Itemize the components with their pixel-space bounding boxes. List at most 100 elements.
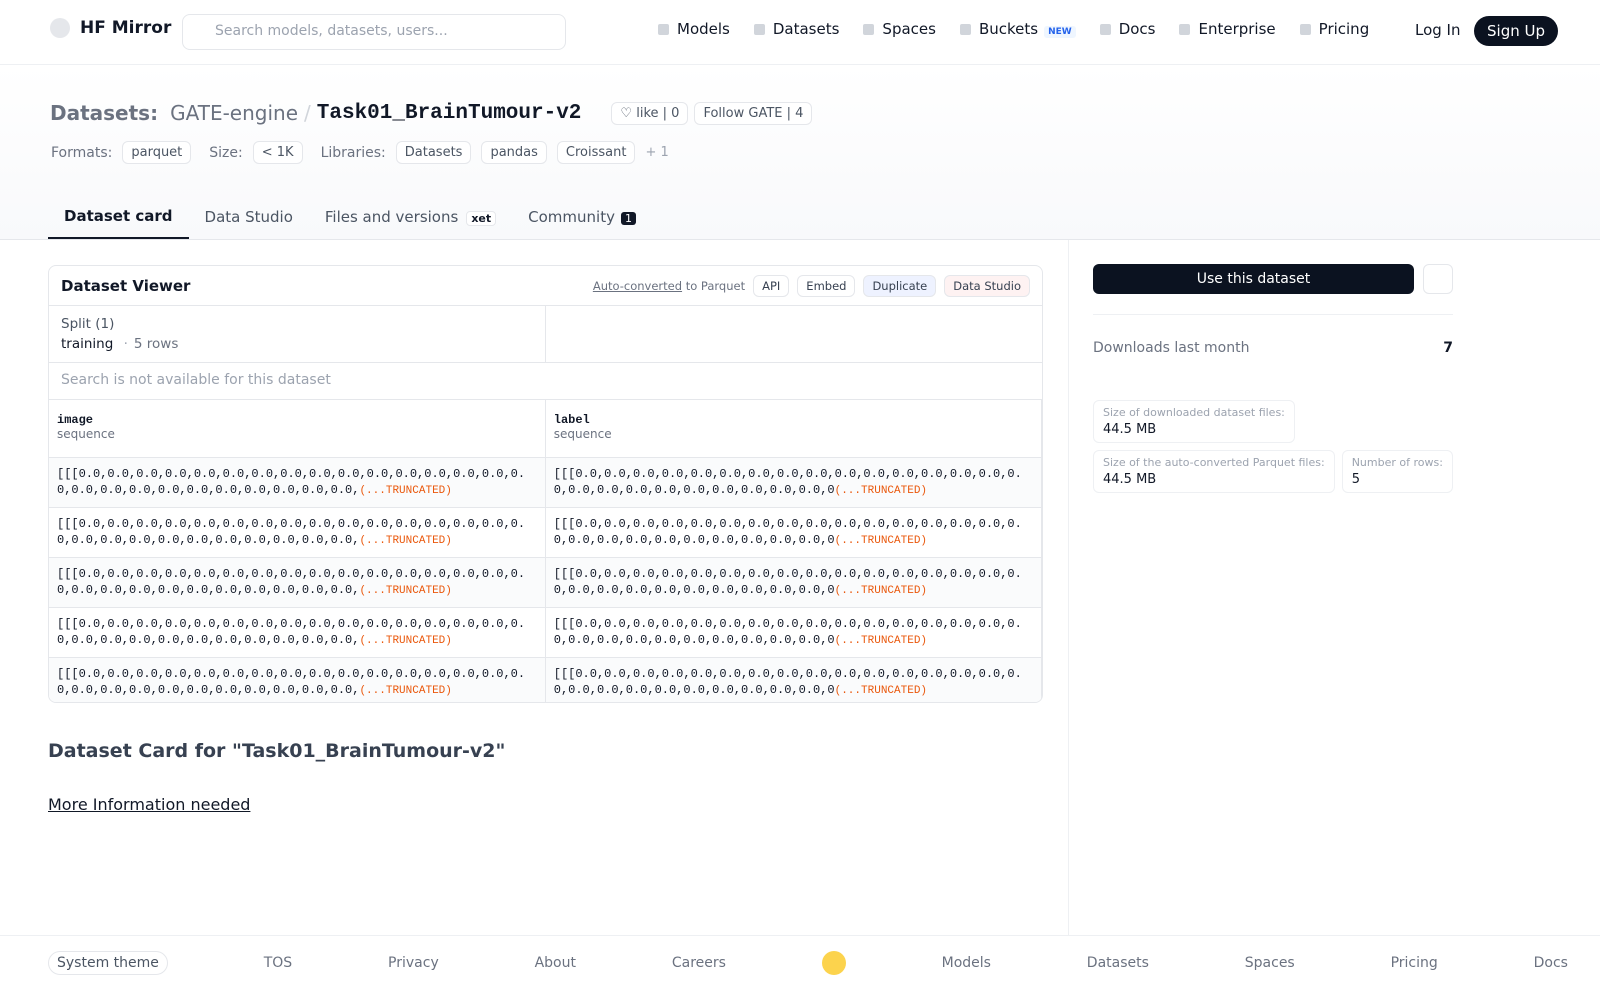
repo-name[interactable]: Task01_BrainTumour-v2 — [316, 101, 582, 125]
tab[interactable]: Dataset card — [48, 197, 189, 239]
menu-button[interactable] — [1423, 264, 1453, 294]
more-tags[interactable]: + 1 — [645, 145, 669, 160]
like-button[interactable]: ♡ like | 0 — [611, 101, 689, 125]
table-cell: [[[0.0,0.0,0.0,0.0,0.0,0.0,0.0,0.0,0.0,0… — [545, 557, 1042, 608]
footer-link[interactable]: Models — [941, 955, 991, 971]
nav-item[interactable]: Datasets — [753, 20, 840, 38]
repo-title: Datasets: GATE-engine / Task01_BrainTumo… — [50, 101, 813, 125]
nav-label: Enterprise — [1198, 20, 1276, 38]
tab-label: Data Studio — [204, 208, 293, 226]
like-count: 0 — [671, 105, 680, 121]
to-parquet: to Parquet — [685, 278, 746, 293]
cell-value: [[[0.0,0.0,0.0,0.0,0.0,0.0,0.0,0.0,0.0,0… — [553, 466, 1022, 497]
table-row[interactable]: [[[0.0,0.0,0.0,0.0,0.0,0.0,0.0,0.0,0.0,0… — [49, 457, 1042, 508]
truncated-marker: (...TRUNCATED) — [834, 634, 928, 647]
data-table: image sequence label sequence [[[0.0,0.0,0.0… — [49, 400, 1042, 702]
card-link[interactable]: More Information needed — [48, 795, 251, 814]
footer-link[interactable]: Docs — [1533, 955, 1568, 971]
downloads-value: 7 — [1443, 340, 1453, 356]
footer-link[interactable]: Spaces — [1244, 955, 1295, 971]
auto-converted[interactable]: Auto-converted — [592, 278, 683, 293]
xet-badge: xet — [466, 211, 497, 226]
brand[interactable]: HF Mirror — [50, 18, 171, 38]
library-tag[interactable]: pandas — [481, 141, 547, 164]
cell-value: [[[0.0,0.0,0.0,0.0,0.0,0.0,0.0,0.0,0.0,0… — [553, 666, 1022, 697]
cell-value: [[[0.0,0.0,0.0,0.0,0.0,0.0,0.0,0.0,0.0,0… — [57, 616, 526, 647]
downloads-label: Downloads last month — [1093, 340, 1250, 356]
sidebar: Use this dataset Downloads last month 7 S… — [1068, 240, 1600, 935]
use-dataset[interactable]: Use this dataset — [1093, 264, 1414, 294]
truncated-marker: (...TRUNCATED) — [359, 584, 452, 597]
search-box[interactable]: Search models, datasets, users... — [182, 14, 566, 50]
repo-owner[interactable]: GATE-engine — [170, 101, 299, 125]
tab-label: Dataset card — [64, 207, 173, 225]
nav-label: Pricing — [1318, 20, 1370, 38]
library-tag[interactable]: Datasets — [395, 141, 472, 164]
login[interactable]: Log In — [1415, 21, 1461, 39]
viewer-action[interactable]: Duplicate — [863, 274, 937, 297]
tab-label: Files and versions — [324, 208, 459, 226]
stats: Size of downloaded dataset files: 44.5 MB… — [1093, 400, 1473, 493]
truncated-marker: (...TRUNCATED) — [359, 684, 452, 697]
table-cell: [[[0.0,0.0,0.0,0.0,0.0,0.0,0.0,0.0,0.0,0… — [49, 657, 546, 702]
split-selector[interactable]: Split (1) training · 5 rows — [49, 306, 1042, 363]
table-row[interactable]: [[[0.0,0.0,0.0,0.0,0.0,0.0,0.0,0.0,0.0,0… — [49, 557, 1042, 608]
cell-value: [[[0.0,0.0,0.0,0.0,0.0,0.0,0.0,0.0,0.0,0… — [553, 616, 1022, 647]
column-name: image — [57, 413, 94, 427]
stat-box: Number of rows: 5 — [1341, 450, 1453, 493]
tabs: Dataset card Data Studio Files and version… — [48, 197, 652, 239]
footer-link[interactable]: Pricing — [1390, 955, 1438, 971]
table-row[interactable]: [[[0.0,0.0,0.0,0.0,0.0,0.0,0.0,0.0,0.0,0… — [49, 507, 1042, 558]
nav-item[interactable]: Buckets NEW — [959, 20, 1076, 38]
tab[interactable]: Data Studio — [189, 198, 309, 238]
footer-link[interactable]: Privacy — [388, 955, 439, 971]
nav-label: Datasets — [772, 20, 840, 38]
nav-icon — [959, 24, 971, 35]
footer-links: System theme TOS Privacy About Careers Model… — [48, 951, 1568, 975]
nav-label: Docs — [1118, 20, 1156, 38]
nav-icon — [1299, 24, 1311, 35]
library-tag[interactable]: Croissant — [556, 141, 636, 164]
viewer-action[interactable]: Embed — [797, 274, 856, 297]
viewer-action[interactable]: API — [753, 274, 790, 297]
cell-value: [[[0.0,0.0,0.0,0.0,0.0,0.0,0.0,0.0,0.0,0… — [57, 516, 526, 547]
stat-box: Size of downloaded dataset files: 44.5 MB — [1093, 400, 1295, 443]
column-name: label — [553, 413, 590, 427]
split-name: training — [61, 336, 114, 352]
column-header[interactable]: image sequence — [49, 400, 546, 458]
split-label: Split (1) — [61, 316, 115, 332]
viewer-action[interactable]: Data Studio — [944, 274, 1030, 297]
nav-item[interactable]: Pricing — [1299, 20, 1370, 38]
format-tag[interactable]: parquet — [122, 141, 192, 164]
cell-value: [[[0.0,0.0,0.0,0.0,0.0,0.0,0.0,0.0,0.0,0… — [57, 466, 526, 497]
brand-name[interactable]: HF Mirror — [80, 18, 172, 38]
nav-item[interactable]: Docs — [1099, 20, 1156, 38]
theme-toggle[interactable]: System theme — [48, 951, 168, 975]
table-cell: [[[0.0,0.0,0.0,0.0,0.0,0.0,0.0,0.0,0.0,0… — [545, 657, 1042, 702]
nav-item[interactable]: Spaces — [863, 20, 936, 38]
truncated-marker: (...TRUNCATED) — [834, 484, 928, 497]
footer-link[interactable]: TOS — [263, 955, 293, 971]
footer-link[interactable]: Datasets — [1086, 955, 1149, 971]
tab[interactable]: Community 1 — [512, 198, 652, 238]
table-row[interactable]: [[[0.0,0.0,0.0,0.0,0.0,0.0,0.0,0.0,0.0,0… — [49, 657, 1042, 702]
search-placeholder: Search models, datasets, users... — [215, 23, 448, 39]
signup[interactable]: Sign Up — [1474, 16, 1558, 46]
viewer-title: Dataset Viewer — [61, 276, 191, 295]
tags: Formats: parquet Size: < 1K Libraries: Datase… — [51, 141, 669, 164]
column-header[interactable]: label sequence — [545, 400, 1042, 458]
nav-item[interactable]: Enterprise — [1179, 20, 1276, 38]
footer-link[interactable]: About — [534, 955, 576, 971]
column-type: sequence — [57, 427, 115, 441]
table-row[interactable]: [[[0.0,0.0,0.0,0.0,0.0,0.0,0.0,0.0,0.0,0… — [49, 607, 1042, 658]
table-cell: [[[0.0,0.0,0.0,0.0,0.0,0.0,0.0,0.0,0.0,0… — [545, 607, 1042, 658]
size-tag[interactable]: < 1K — [252, 141, 303, 164]
stat-label: Number of rows: — [1351, 456, 1443, 469]
footer-link[interactable]: Careers — [671, 955, 726, 971]
tab[interactable]: Files and versions xet — [309, 198, 512, 238]
stat-value: 5 — [1351, 472, 1360, 487]
nav-item[interactable]: Models — [658, 20, 730, 38]
truncated-marker: (...TRUNCATED) — [834, 534, 928, 547]
follow-button[interactable]: Follow GATE | 4 — [694, 101, 813, 125]
separator: / — [304, 101, 311, 125]
